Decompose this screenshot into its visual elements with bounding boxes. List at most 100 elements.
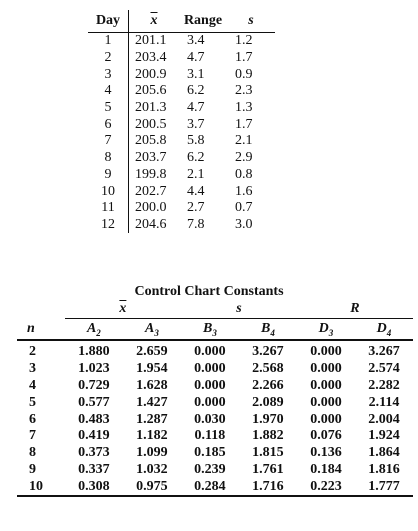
xbar-group-header: x bbox=[64, 300, 181, 319]
s-header: s bbox=[227, 10, 275, 33]
constants-row: 7 0.419 1.182 0.118 1.882 0.076 1.924 bbox=[17, 428, 413, 445]
s-cell: 0.7 bbox=[235, 200, 253, 216]
constant-value-cell: 2.574 bbox=[368, 361, 400, 377]
day-cell: 8 bbox=[88, 149, 129, 167]
constant-value-cell: 0.000 bbox=[310, 394, 342, 410]
constant-value-cell: 1.970 bbox=[252, 411, 284, 427]
xbar-cell: 205.6 bbox=[135, 83, 167, 99]
constant-value-cell: 0.030 bbox=[194, 411, 226, 427]
constant-header: B4 bbox=[238, 318, 297, 341]
range-cell: 6.2 bbox=[187, 150, 205, 166]
day-cell: 6 bbox=[88, 116, 129, 134]
n-cell: 2 bbox=[29, 344, 36, 360]
constant-value-cell: 0.000 bbox=[310, 361, 342, 377]
range-header: Range bbox=[179, 10, 227, 33]
range-cell: 3.1 bbox=[187, 66, 205, 82]
day-cell: 4 bbox=[88, 83, 129, 100]
constant-value-cell: 1.287 bbox=[136, 411, 168, 427]
xbar-cell: 200.0 bbox=[135, 200, 167, 216]
range-cell: 4.7 bbox=[187, 50, 205, 66]
constants-row: 6 0.483 1.287 0.030 1.970 0.000 2.004 bbox=[17, 411, 413, 428]
n-cell: 4 bbox=[29, 377, 36, 393]
constant-subscript: 4 bbox=[386, 327, 392, 338]
constants-title: Control Chart Constants bbox=[134, 284, 284, 299]
xbar-cell: 203.7 bbox=[135, 150, 167, 166]
constant-value-cell: 0.000 bbox=[310, 344, 342, 360]
constant-subscript: 3 bbox=[212, 327, 217, 338]
constant-value-cell: 0.975 bbox=[122, 478, 181, 498]
constant-subscript: 4 bbox=[270, 327, 275, 338]
constant-value-cell: 2.659 bbox=[136, 344, 168, 360]
day-cell: 12 bbox=[88, 216, 129, 234]
s-group-header: s bbox=[180, 300, 297, 319]
constant-subscript: 3 bbox=[154, 327, 159, 338]
constant-value-cell: 0.000 bbox=[310, 411, 342, 427]
constant-value-cell: 1.954 bbox=[136, 361, 168, 377]
constant-value-cell: 0.419 bbox=[78, 428, 110, 444]
constant-value-cell: 0.483 bbox=[78, 411, 110, 427]
xbar-symbol: x bbox=[150, 13, 158, 28]
xbar-cell: 204.6 bbox=[135, 216, 167, 232]
n-cell: 10 bbox=[17, 478, 65, 498]
daily-row: 1 201.1 3.4 1.2 bbox=[88, 32, 275, 50]
daily-row: 3 200.9 3.1 0.9 bbox=[88, 66, 275, 84]
constant-value-cell: 0.373 bbox=[78, 445, 110, 461]
day-cell: 9 bbox=[88, 166, 129, 184]
constant-symbol: D bbox=[376, 320, 387, 336]
constant-value-cell: 1.761 bbox=[252, 461, 284, 477]
constant-value-cell: 0.136 bbox=[310, 445, 342, 461]
constant-symbol: A bbox=[86, 320, 97, 336]
daily-row: 11 200.0 2.7 0.7 bbox=[88, 199, 275, 217]
s-cell: 1.3 bbox=[235, 100, 253, 116]
xbar-cell: 201.1 bbox=[135, 33, 167, 49]
constant-symbol: B bbox=[202, 320, 213, 336]
constant-value-cell: 1.099 bbox=[136, 445, 168, 461]
n-cell: 5 bbox=[29, 394, 36, 410]
constant-value-cell: 1.924 bbox=[368, 428, 400, 444]
constant-value-cell: 0.076 bbox=[310, 428, 342, 444]
day-cell: 11 bbox=[88, 199, 129, 217]
constant-header: B3 bbox=[180, 318, 239, 341]
s-cell: 1.7 bbox=[235, 50, 253, 66]
range-cell: 3.4 bbox=[187, 33, 205, 49]
daily-row: 6 200.5 3.7 1.7 bbox=[88, 116, 275, 134]
constant-value-cell: 3.267 bbox=[252, 344, 284, 360]
constant-value-cell: 1.427 bbox=[136, 394, 168, 410]
constant-value-cell: 2.282 bbox=[368, 377, 400, 393]
s-cell: 2.1 bbox=[235, 133, 253, 149]
constant-value-cell: 0.000 bbox=[194, 361, 226, 377]
constant-symbol: B bbox=[261, 320, 271, 336]
constants-row: 9 0.337 1.032 0.239 1.761 0.184 1.816 bbox=[17, 462, 413, 479]
n-cell: 9 bbox=[29, 461, 36, 477]
s-cell: 1.6 bbox=[235, 183, 253, 199]
constant-value-cell: 0.337 bbox=[78, 461, 110, 477]
daily-row: 2 203.4 4.7 1.7 bbox=[88, 49, 275, 67]
constants-row: 8 0.373 1.099 0.185 1.815 0.136 1.864 bbox=[17, 445, 413, 462]
range-cell: 5.8 bbox=[187, 133, 205, 149]
n-header: n bbox=[17, 318, 65, 341]
constant-value-cell: 0.284 bbox=[180, 478, 239, 498]
constant-value-cell: 3.267 bbox=[368, 344, 400, 360]
range-cell: 6.2 bbox=[187, 83, 205, 99]
constant-value-cell: 1.864 bbox=[368, 445, 400, 461]
day-header: Day bbox=[88, 10, 129, 33]
constant-value-cell: 1.628 bbox=[136, 377, 168, 393]
daily-row: 10 202.7 4.4 1.6 bbox=[88, 183, 275, 200]
constant-header: D4 bbox=[354, 318, 413, 341]
constant-symbol: A bbox=[144, 320, 155, 336]
constant-value-cell: 2.114 bbox=[368, 394, 400, 410]
constant-subscript: 3 bbox=[328, 327, 334, 338]
range-cell: 4.4 bbox=[187, 183, 205, 199]
constant-value-cell: 2.568 bbox=[252, 361, 284, 377]
constant-value-cell: 0.000 bbox=[310, 377, 342, 393]
constant-value-cell: 0.577 bbox=[78, 394, 110, 410]
constant-value-cell: 0.185 bbox=[194, 445, 226, 461]
constant-value-cell: 0.308 bbox=[64, 478, 123, 498]
xbar-cell: 201.3 bbox=[135, 100, 167, 116]
range-cell: 3.7 bbox=[187, 116, 205, 132]
range-cell: 2.1 bbox=[187, 166, 205, 182]
constants-row: 5 0.577 1.427 0.000 2.089 0.000 2.114 bbox=[17, 394, 413, 411]
s-cell: 2.9 bbox=[235, 150, 253, 166]
constant-value-cell: 0.184 bbox=[310, 461, 342, 477]
constant-value-cell: 1.882 bbox=[252, 428, 284, 444]
